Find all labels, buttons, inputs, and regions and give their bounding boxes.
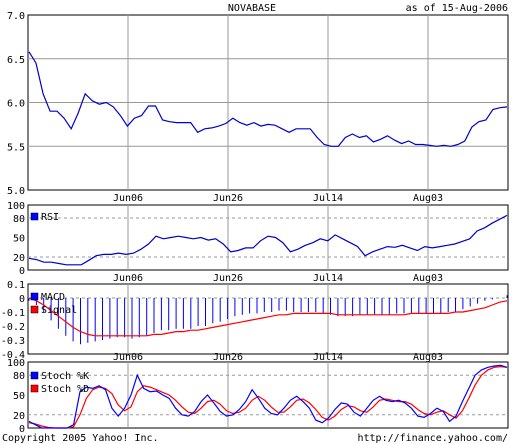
x-tick-label: Aug03	[413, 352, 443, 363]
signal-line	[28, 297, 508, 337]
macd-plot	[28, 295, 508, 345]
y-tick-label: -0.1	[1, 308, 25, 319]
y-tick-label: 5.5	[7, 142, 25, 153]
stoch-k-legend-swatch	[30, 371, 39, 380]
as-of-date: as of 15-Aug-2006	[406, 3, 508, 14]
rsi-legend-swatch	[30, 212, 39, 221]
stoch-d-legend-swatch	[30, 384, 39, 393]
y-tick-label: 5.0	[7, 186, 25, 197]
y-tick-label: 6.0	[7, 99, 25, 110]
y-tick-label: 80	[13, 371, 25, 382]
stoch-k-legend-label: Stoch %K	[41, 371, 89, 382]
stoch-d-legend-label: Stoch %D	[41, 384, 89, 395]
y-tick-label: 50	[13, 234, 25, 245]
y-tick-label: 50	[13, 391, 25, 402]
rsi-line	[28, 214, 508, 266]
signal-legend-swatch	[30, 305, 39, 314]
grid-lines	[28, 15, 508, 428]
macd-legend-swatch	[30, 292, 39, 301]
y-tick-label: 80	[13, 214, 25, 225]
y-tick-label: -0.4	[1, 350, 25, 361]
rsi-legend-label: RSI	[41, 212, 59, 223]
y-tick-label: 6.5	[7, 55, 25, 66]
macd-panel	[27, 283, 509, 355]
macd-legend-label: MACD	[41, 292, 65, 303]
x-tick-label: Jul14	[313, 273, 343, 284]
x-tick-label: Jun06	[113, 273, 143, 284]
x-tick-label: Jun26	[213, 273, 243, 284]
y-tick-label: 7.0	[7, 11, 25, 22]
copyright-text: Copyright 2005 Yahoo! Inc.	[2, 433, 159, 444]
source-url[interactable]: http://finance.yahoo.com/	[357, 433, 508, 444]
price-line	[28, 51, 508, 147]
x-tick-label: Aug03	[413, 273, 443, 284]
y-tick-label: 100	[7, 358, 25, 369]
chart-title: NOVABASE	[228, 3, 276, 14]
y-tick-label: 0	[19, 294, 25, 305]
stoch-panel	[27, 361, 509, 429]
x-tick-label: Jul14	[313, 352, 343, 363]
x-tick-label: Aug03	[413, 193, 443, 204]
y-tick-label: -0.3	[1, 336, 25, 347]
x-tick-label: Jun06	[113, 352, 143, 363]
y-tick-label: -0.2	[1, 322, 25, 333]
axis-labels: 5.0 5.5 6.0 6.5 7.0 Jun06 Jun26 Jul14 Aug03 0 20 50…	[1, 11, 443, 435]
y-tick-label: 100	[7, 201, 25, 212]
x-tick-label: Jun06	[113, 193, 143, 204]
y-tick-label: 0	[19, 266, 25, 277]
stoch-plot	[28, 364, 508, 429]
y-tick-label: 20	[13, 253, 25, 264]
rsi-panel	[27, 204, 509, 271]
y-tick-label: 20	[13, 411, 25, 422]
y-tick-label: 0	[19, 424, 25, 435]
y-tick-label: 0.1	[7, 280, 25, 291]
signal-legend-label: Signal	[41, 305, 77, 316]
x-tick-label: Jun26	[213, 352, 243, 363]
stoch-k-line	[28, 364, 508, 429]
rsi-plot	[28, 214, 508, 266]
stoch-d-line	[28, 365, 508, 429]
price-plot	[28, 51, 508, 147]
x-tick-label: Jun26	[213, 193, 243, 204]
x-tick-label: Jul14	[313, 193, 343, 204]
